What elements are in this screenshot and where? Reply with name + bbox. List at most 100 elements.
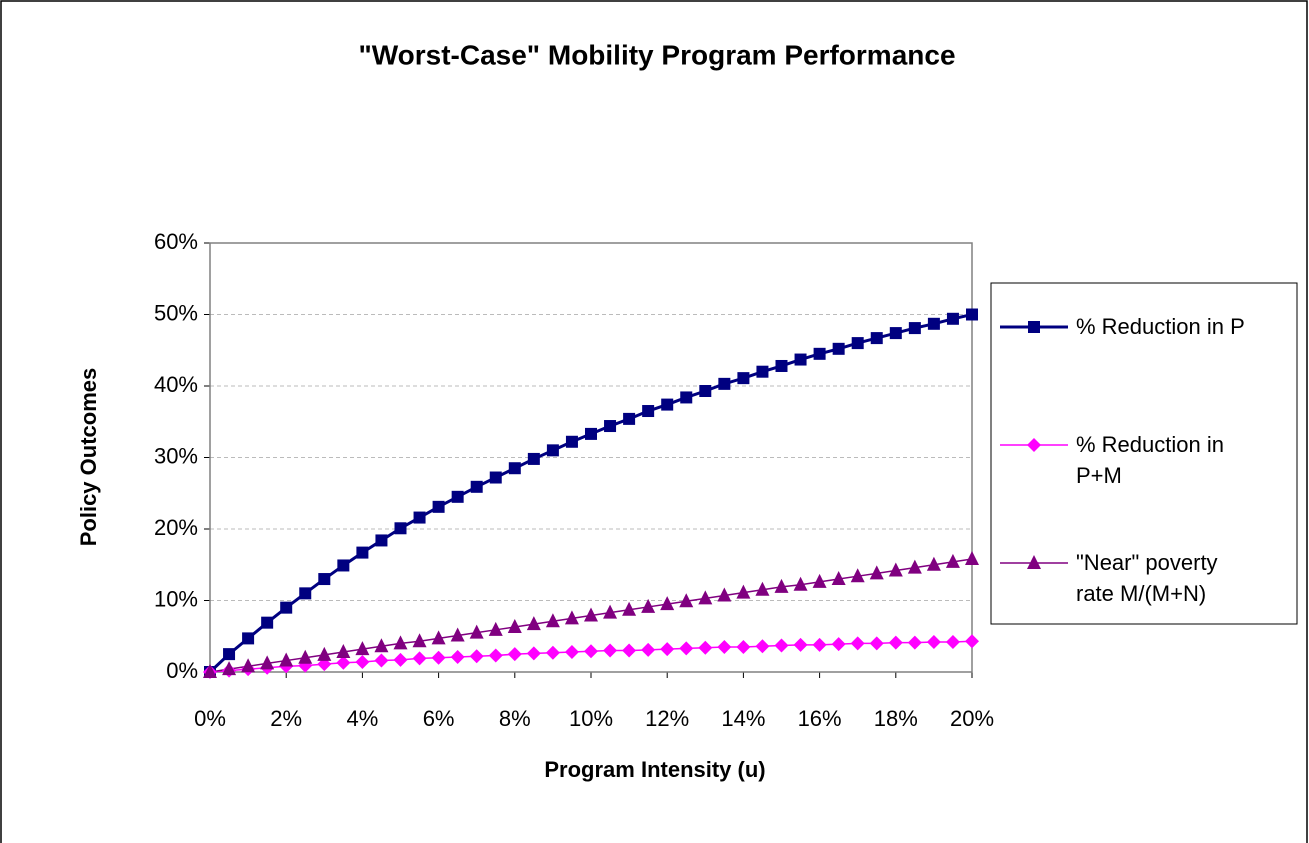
y-tick-label: 20%	[154, 515, 198, 540]
marker	[261, 616, 274, 629]
marker	[508, 462, 521, 475]
marker	[394, 522, 407, 535]
marker	[869, 636, 884, 651]
marker	[489, 471, 502, 484]
marker	[642, 405, 655, 418]
plot-area	[209, 242, 973, 673]
x-tick-label: 20%	[950, 706, 994, 731]
marker	[736, 639, 751, 654]
marker	[793, 576, 808, 591]
marker	[717, 587, 732, 602]
marker	[507, 647, 522, 662]
marker	[223, 648, 236, 661]
marker	[755, 581, 770, 596]
marker	[717, 639, 732, 654]
y-tick-label: 10%	[154, 586, 198, 611]
marker	[698, 590, 713, 605]
marker	[545, 613, 560, 628]
marker	[584, 644, 598, 659]
y-tick-label: 50%	[154, 300, 198, 325]
x-tick-label: 0%	[194, 706, 226, 731]
x-tick-label: 18%	[874, 706, 918, 731]
marker	[945, 634, 960, 649]
legend-box	[990, 282, 1298, 625]
y-tick-label: 40%	[154, 372, 198, 397]
marker	[908, 322, 921, 335]
marker	[355, 641, 370, 656]
marker	[412, 651, 427, 666]
marker	[413, 511, 426, 524]
legend-label: "Near" poverty rate M/(M+N)	[1076, 550, 1218, 606]
x-tick-label: 8%	[499, 706, 531, 731]
marker	[546, 444, 559, 457]
marker	[622, 601, 637, 616]
marker	[965, 634, 979, 649]
marker	[907, 559, 922, 574]
x-tick-label: 6%	[423, 706, 455, 731]
marker	[507, 618, 522, 633]
marker	[526, 646, 541, 661]
marker	[926, 634, 941, 649]
marker	[1027, 438, 1041, 452]
marker	[699, 385, 712, 398]
marker	[450, 649, 465, 664]
marker	[279, 652, 294, 667]
marker	[356, 546, 369, 559]
marker	[812, 573, 827, 588]
x-tick-label: 4%	[347, 706, 379, 731]
marker	[946, 312, 959, 325]
marker	[565, 435, 578, 448]
marker	[737, 372, 750, 385]
marker	[584, 607, 598, 622]
marker	[966, 308, 978, 321]
marker	[545, 645, 560, 660]
x-tick-label: 10%	[569, 706, 613, 731]
marker	[375, 534, 388, 547]
marker	[850, 636, 865, 651]
marker	[755, 639, 770, 654]
marker	[222, 661, 237, 676]
marker	[623, 412, 636, 425]
marker	[679, 641, 694, 656]
marker	[965, 551, 979, 566]
marker	[527, 452, 540, 465]
marker	[945, 553, 960, 568]
marker	[431, 630, 446, 645]
marker	[412, 633, 427, 648]
y-tick-label: 60%	[154, 229, 198, 254]
marker	[794, 353, 807, 366]
marker	[927, 317, 940, 330]
marker	[469, 624, 484, 639]
marker	[298, 649, 313, 664]
marker	[641, 598, 656, 613]
marker	[318, 573, 331, 586]
x-tick-label: 16%	[798, 706, 842, 731]
marker	[299, 587, 312, 600]
marker	[604, 420, 617, 433]
y-tick-label: 30%	[154, 443, 198, 468]
marker	[470, 480, 483, 493]
marker	[431, 650, 446, 665]
marker	[622, 643, 637, 658]
marker	[355, 654, 370, 669]
marker	[317, 646, 332, 661]
marker	[679, 593, 694, 608]
marker	[280, 601, 293, 614]
marker	[832, 342, 845, 355]
marker	[393, 635, 408, 650]
marker	[603, 604, 618, 619]
marker	[1028, 321, 1040, 333]
marker	[260, 655, 275, 670]
marker	[756, 365, 769, 378]
marker	[432, 500, 445, 513]
marker	[374, 653, 389, 668]
legend-label: % Reduction in P+M	[1076, 432, 1224, 488]
marker	[336, 655, 351, 670]
marker	[831, 637, 846, 652]
y-tick-label: 0%	[166, 658, 198, 683]
marker	[889, 327, 902, 340]
marker	[374, 638, 389, 653]
legend-label: % Reduction in P	[1076, 314, 1245, 339]
marker	[641, 642, 656, 657]
